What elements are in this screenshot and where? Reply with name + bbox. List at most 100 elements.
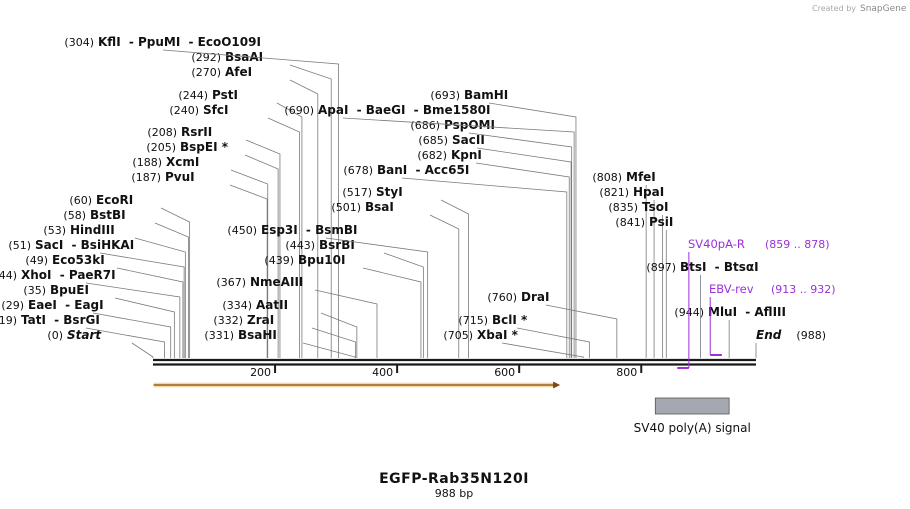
site-names: BsaAI	[225, 50, 263, 64]
site-connector	[468, 132, 573, 358]
enzyme-name: BsaI	[365, 200, 394, 214]
site-afei[interactable]: (270) AfeI	[191, 65, 319, 358]
site-names: XhoI - PaeR7I	[21, 268, 116, 282]
title-block: EGFP-Rab35N120I 988 bp	[379, 471, 528, 500]
site-position: (693)	[430, 89, 460, 102]
enzyme-name: EaeI	[28, 298, 57, 312]
site-names: AatII	[256, 298, 288, 312]
site-hindiii[interactable]: (53) HindIII	[43, 223, 186, 358]
site-xbai[interactable]: (705) XbaI *	[443, 328, 584, 358]
site-names: ZraI	[247, 313, 274, 327]
site-pvui[interactable]: (187) PvuI	[131, 170, 268, 358]
enzyme-name: PstI	[212, 88, 238, 102]
site-zrai[interactable]: (332) ZraI	[213, 313, 357, 358]
site-kfli[interactable]: (304) KflI - PpuMI - EcoO109I	[64, 35, 339, 358]
site-position: (60)	[69, 194, 92, 207]
site-tati[interactable]: (19) TatI - BsrGI	[0, 313, 165, 358]
site-names: BpuEI	[50, 283, 89, 297]
enzyme-name: BtsI	[680, 260, 707, 274]
enzyme-name: PspOMI	[444, 118, 495, 132]
features: SV40 poly(A) signal	[153, 381, 751, 435]
site-nmeaiii[interactable]: (367) NmeAIII	[216, 275, 378, 358]
site-bsahi[interactable]: (331) BsaHI	[204, 328, 356, 358]
site-apai[interactable]: (690) ApaI - BaeGI - Bme1580I	[284, 103, 575, 358]
enzyme-name: - EagI	[61, 298, 104, 312]
site-drai[interactable]: (760) DraI	[487, 290, 618, 358]
site-names: AfeI	[225, 65, 252, 79]
enzyme-name: BstBI	[90, 208, 126, 222]
site-names: BsaHI	[238, 328, 277, 342]
site-bani[interactable]: (678) BanI - Acc65I	[343, 163, 568, 358]
site-esp3i[interactable]: (450) Esp3I - BsmBI	[227, 223, 429, 358]
site-position: (53)	[43, 224, 66, 237]
site-bsai[interactable]: (501) BsaI	[331, 200, 460, 358]
site-bstbi[interactable]: (58) BstBI	[63, 208, 189, 358]
site-position: (501)	[331, 201, 361, 214]
site-aatii[interactable]: (334) AatII	[222, 298, 358, 358]
site-position: (188)	[132, 156, 162, 169]
site-position: (35)	[23, 284, 46, 297]
site-names: HindIII	[70, 223, 115, 237]
site-sacii[interactable]: (685) SacII	[418, 133, 572, 358]
enzyme-name: XbaI *	[477, 328, 519, 342]
site-position: (439)	[264, 254, 294, 267]
site-eaei[interactable]: (29) EaeI - EagI	[1, 298, 172, 358]
primer-range: (913 .. 932)	[771, 283, 836, 296]
site-tsoi[interactable]: (835) TsoI	[608, 200, 668, 358]
site-sfci[interactable]: (240) SfcI	[169, 103, 300, 358]
site-position: (29)	[1, 299, 24, 312]
site-btsi[interactable]: (897) BtsI - BtsαI	[646, 260, 759, 358]
site-position: (678)	[343, 164, 373, 177]
site-names: BanI - Acc65I	[377, 163, 469, 177]
site-position: (690)	[284, 104, 314, 117]
primer-sv40pa-r[interactable]: SV40pA-R (859 .. 878)	[677, 237, 830, 369]
site-position: (19)	[0, 314, 17, 327]
site-mfei[interactable]: (808) MfeI	[592, 170, 656, 358]
site-saci[interactable]: (51) SacI - BsiHKAI	[8, 238, 185, 358]
site-start[interactable]: (0) Start	[47, 328, 154, 358]
site-bamhi[interactable]: (693) BamHI	[430, 88, 577, 358]
site-position: (821)	[599, 186, 629, 199]
enzyme-name: Esp3I	[261, 223, 298, 237]
site-connector	[320, 312, 358, 358]
site-names: Start	[67, 328, 102, 342]
primers: SV40pA-R (859 .. 878) EBV-rev (913 .. 932)	[677, 237, 836, 369]
enzyme-name: BanI	[377, 163, 407, 177]
site-psii[interactable]: (841) PsiI	[615, 215, 673, 358]
site-bpuei[interactable]: (35) BpuEI	[23, 283, 175, 358]
site-connector	[92, 312, 172, 358]
enzyme-name: - PpuMI	[125, 35, 181, 49]
site-bsrbi[interactable]: (443) BsrBI	[285, 238, 424, 358]
site-psti[interactable]: (244) PstI	[178, 88, 303, 358]
enzyme-name: Eco53kI	[52, 253, 105, 267]
site-hpai[interactable]: (821) HpaI	[599, 185, 664, 358]
site-pspomi[interactable]: (686) PspOMI	[410, 118, 573, 358]
feature-egfp-rab35-orf[interactable]	[153, 381, 561, 389]
site-end[interactable]: (988) End	[755, 328, 826, 358]
primer-ebv-rev[interactable]: EBV-rev (913 .. 932)	[709, 282, 836, 356]
enzyme-name: PvuI	[165, 170, 195, 184]
site-rsrii[interactable]: (208) RsrII	[147, 125, 281, 358]
site-names: XbaI *	[477, 328, 519, 342]
site-xcmi[interactable]: (188) XcmI	[132, 155, 269, 358]
site-bcli[interactable]: (715) BclI *	[458, 313, 590, 358]
site-connector	[267, 117, 300, 358]
site-connector	[401, 177, 568, 358]
site-bsaai[interactable]: (292) BsaAI	[191, 50, 332, 358]
site-bpu10i[interactable]: (439) Bpu10I	[264, 253, 422, 358]
enzyme-name: BsrBI	[319, 238, 355, 252]
site-kpni[interactable]: (682) KpnI	[417, 148, 570, 358]
site-names: DraI	[521, 290, 549, 304]
site-ecori[interactable]: (60) EcoRI	[69, 193, 191, 358]
feature-sv40-poly-a-signal[interactable]: SV40 poly(A) signal	[634, 397, 751, 435]
site-bspei[interactable]: (205) BspEI *	[146, 140, 279, 358]
enzyme-name: - BsiHKAI	[67, 238, 134, 252]
site-styi[interactable]: (517) StyI	[342, 185, 469, 358]
enzyme-name: AfeI	[225, 65, 252, 79]
site-eco53ki[interactable]: (49) Eco53kI	[25, 253, 184, 358]
site-names: End	[756, 328, 782, 342]
site-names: NmeAIII	[250, 275, 303, 289]
site-names: BsaI	[365, 200, 394, 214]
enzyme-name: BamHI	[464, 88, 508, 102]
site-xhoi[interactable]: (44) XhoI - PaeR7I	[0, 268, 181, 358]
